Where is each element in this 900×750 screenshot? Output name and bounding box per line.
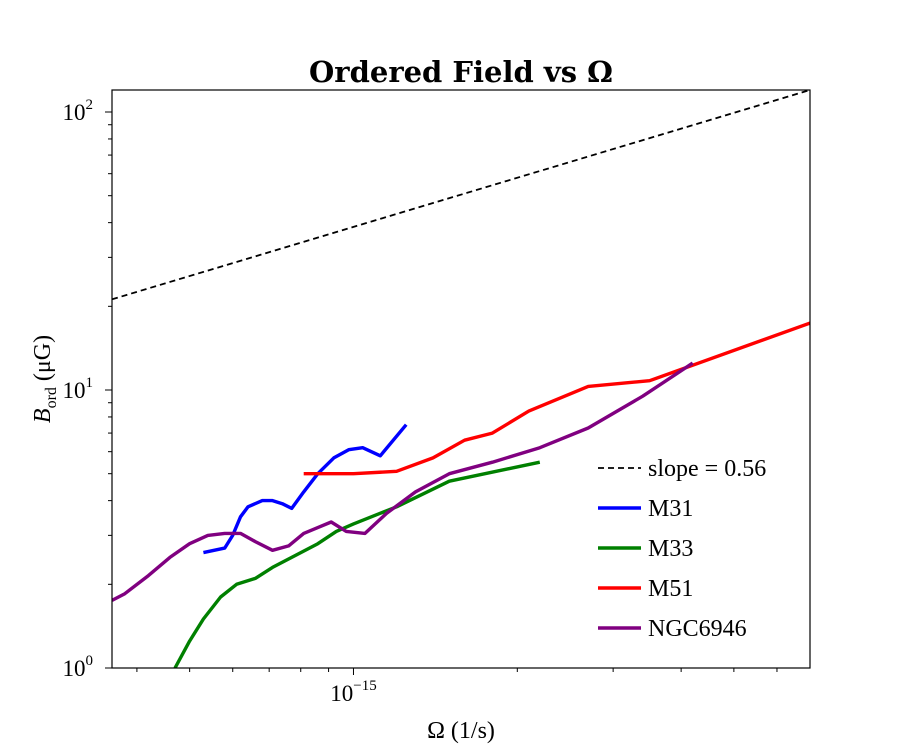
y-axis-label-main: B: [30, 408, 56, 423]
legend-label-ngc6946: NGC6946: [648, 616, 747, 642]
y-axis-label-unit: (μG): [30, 335, 56, 381]
legend-label-m33: M33: [648, 536, 693, 562]
plot-area: [112, 90, 810, 668]
y-axis-label: Bord (μG): [30, 335, 60, 423]
legend: slope = 0.56 M31 M33 M51 NGC6946: [598, 456, 766, 642]
y-tick-label: 100: [63, 653, 94, 681]
legend-label-m31: M31: [648, 496, 693, 522]
axis-ticks: 10−15 100 101 102: [63, 97, 778, 706]
chart-title: Ordered Field vs Ω: [309, 55, 613, 89]
y-tick-label: 101: [63, 375, 94, 403]
x-axis-label: Ω (1/s): [427, 718, 495, 744]
y-tick-label: 102: [63, 97, 94, 125]
axes-frame: [111, 89, 811, 669]
x-tick-label: 10−15: [330, 678, 376, 706]
y-axis-label-sub: ord: [43, 387, 60, 408]
legend-label-slope-0-56: slope = 0.56: [648, 456, 766, 482]
series-line-m33: [173, 460, 541, 668]
series-line-m51: [303, 321, 810, 476]
series-line-slope-0-56: [112, 90, 810, 301]
series-line-m31: [203, 423, 408, 555]
series-line-ngc6946: [112, 361, 694, 602]
legend-label-m51: M51: [648, 576, 693, 602]
